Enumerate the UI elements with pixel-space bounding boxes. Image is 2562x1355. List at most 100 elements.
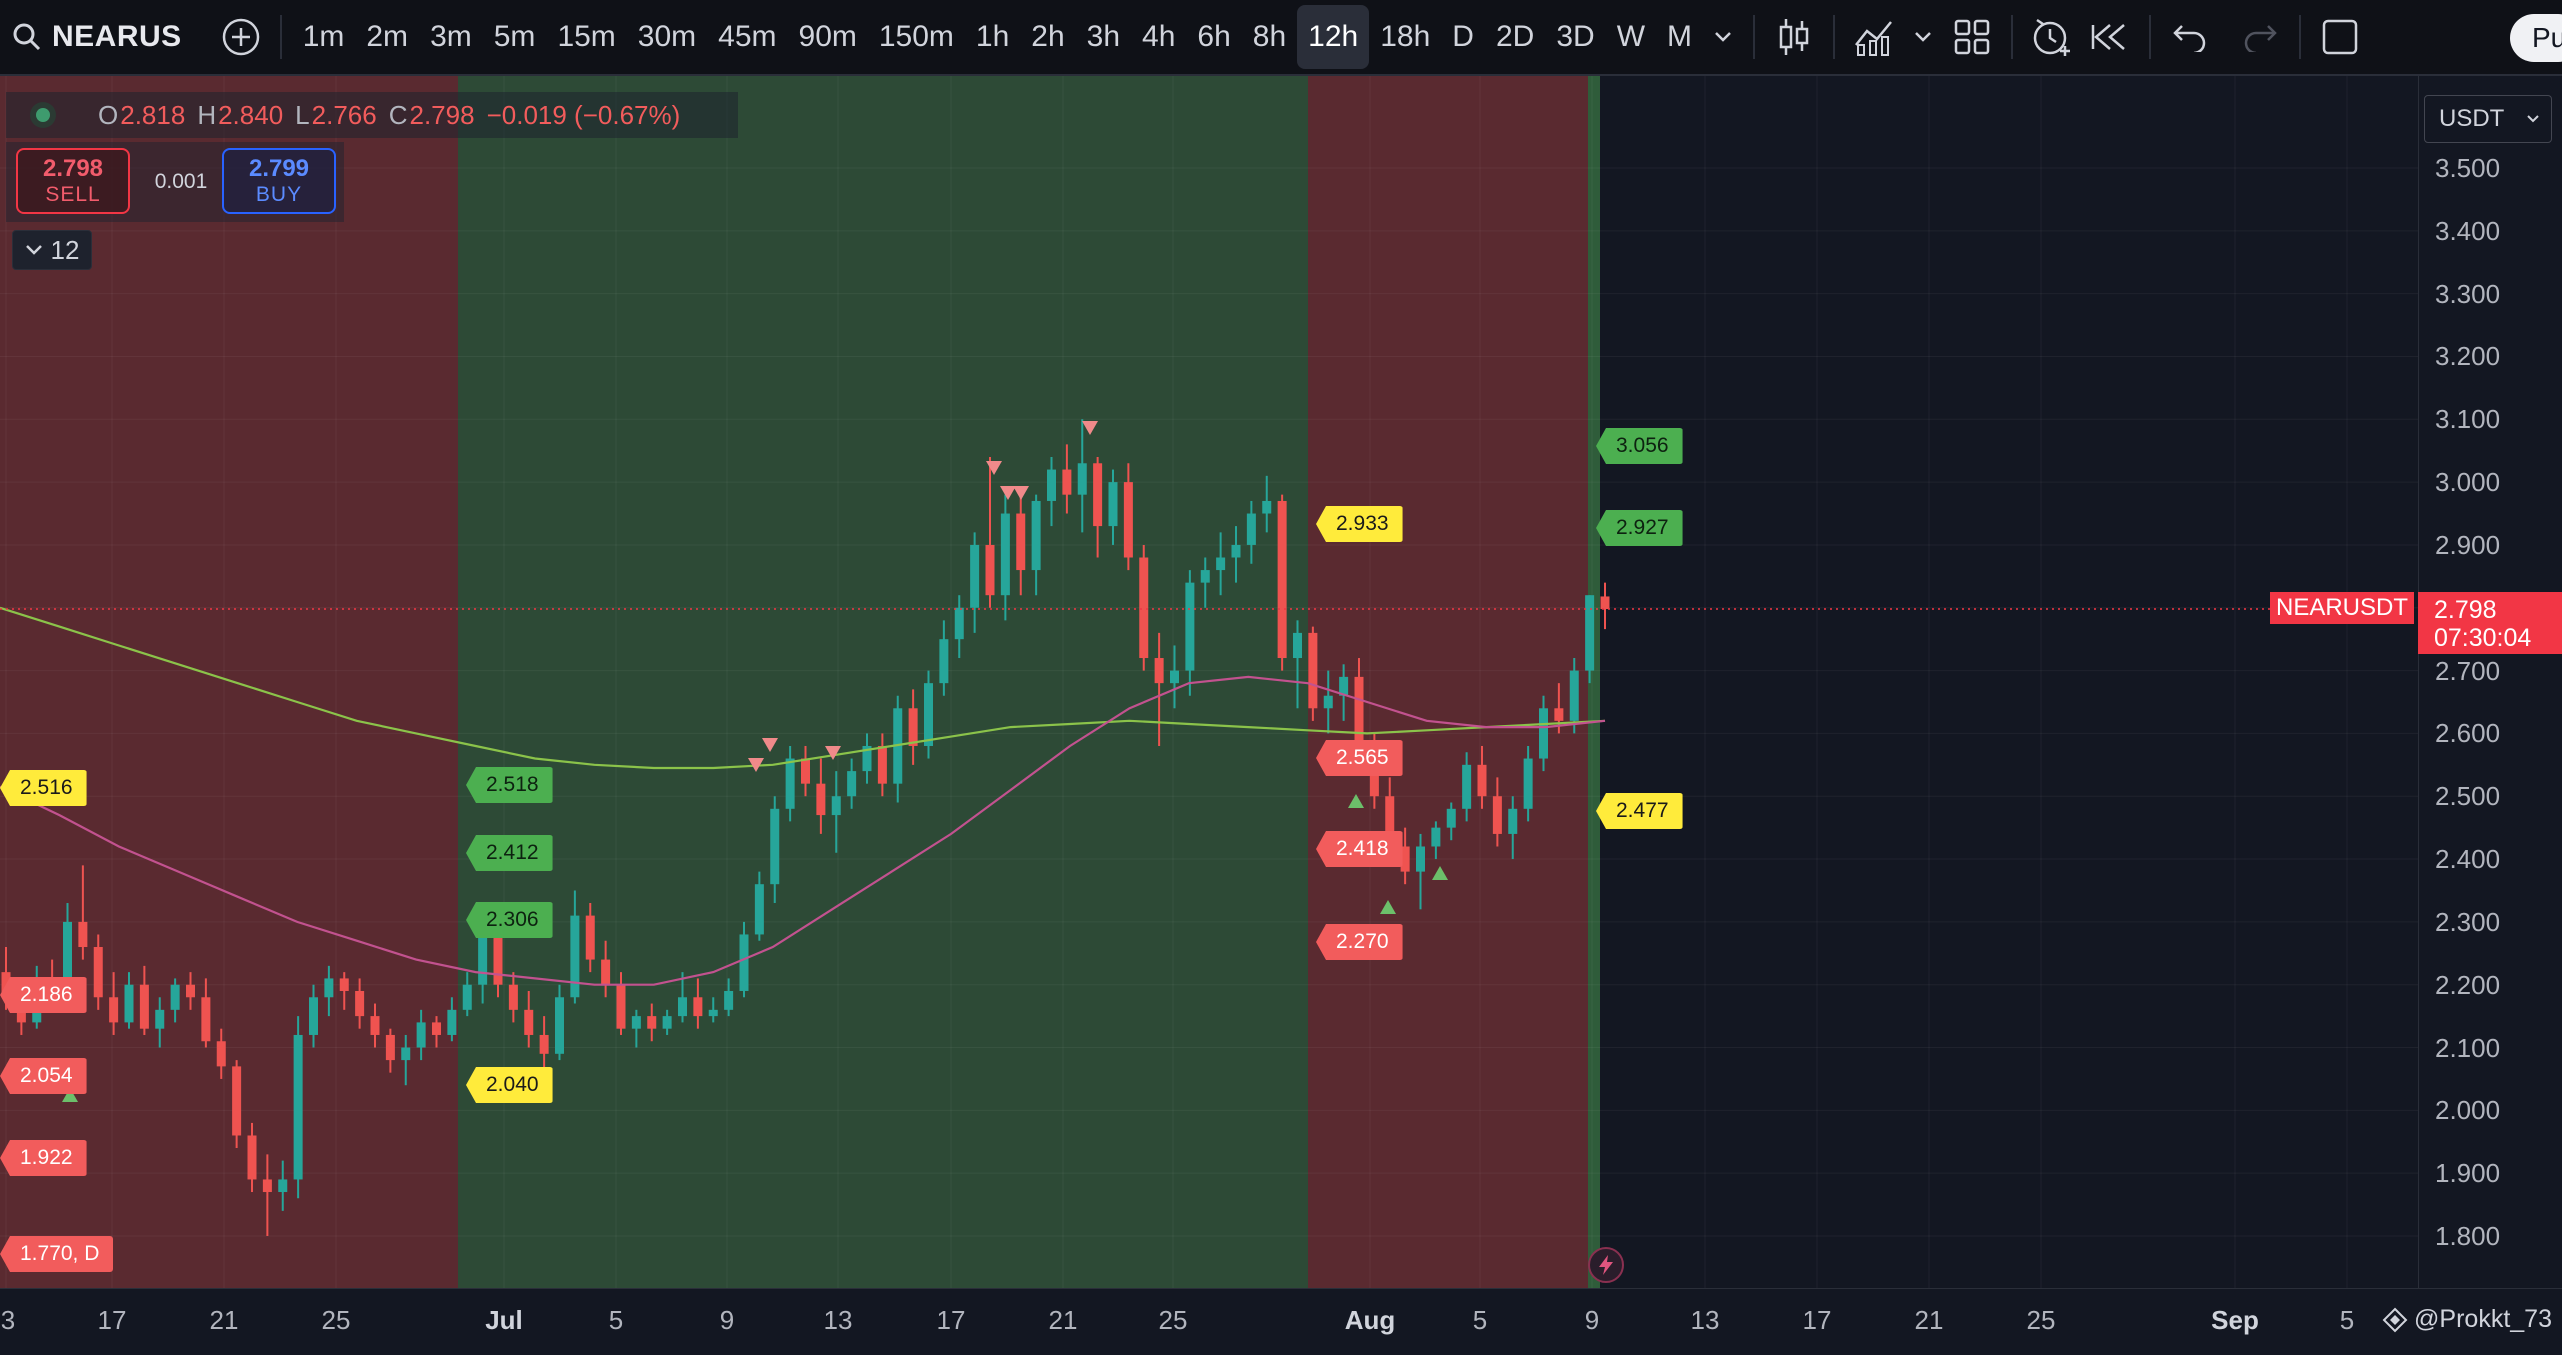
fullscreen-icon[interactable] bbox=[2321, 18, 2359, 56]
replay-button[interactable] bbox=[2081, 5, 2139, 69]
time-axis[interactable]: @Prokkt_73 3 17 21 25 Jul 5 9 13 17 21 25 Aug 5 9 13 17… bbox=[0, 1288, 2562, 1355]
sell-signal-marker bbox=[748, 758, 764, 772]
timeframe-2d[interactable]: 2D bbox=[1495, 20, 1535, 53]
timeframe-4h[interactable]: 4h bbox=[1142, 20, 1176, 53]
candle-body bbox=[601, 959, 611, 985]
layout-grid-icon[interactable] bbox=[1953, 18, 1991, 56]
bar-countdown: 07:30:04 bbox=[2434, 624, 2532, 652]
candle-body bbox=[1600, 596, 1610, 610]
indicators-dropdown[interactable] bbox=[1903, 5, 1943, 69]
timeframe-45m[interactable]: 45m bbox=[718, 20, 777, 53]
redo-icon[interactable] bbox=[2242, 22, 2278, 52]
timeframe-1h[interactable]: 1h bbox=[975, 20, 1010, 53]
candle-style-icon[interactable] bbox=[1777, 17, 1811, 57]
candle-body bbox=[1569, 670, 1579, 721]
timeframe-d[interactable]: D bbox=[1452, 20, 1474, 53]
timeframe-3h[interactable]: 3h bbox=[1086, 20, 1121, 53]
undo-icon[interactable] bbox=[2172, 22, 2208, 52]
toolbar-separator bbox=[1753, 15, 1756, 59]
legend-high-label: H bbox=[197, 99, 217, 130]
time-tick-label: 25 bbox=[1158, 1305, 1188, 1335]
candle-body bbox=[1170, 670, 1179, 684]
price-tick-label: 2.000 bbox=[2435, 1095, 2501, 1126]
indicators-chevron-icon[interactable] bbox=[1913, 30, 1933, 44]
layout-button[interactable] bbox=[1943, 5, 2001, 69]
sell-button[interactable]: 2.798 SELL bbox=[16, 148, 130, 214]
fullscreen-button[interactable] bbox=[2311, 5, 2369, 69]
search-icon[interactable] bbox=[12, 22, 42, 52]
level-label-red: 2.418 bbox=[1316, 831, 1403, 867]
timeframe-5m[interactable]: 5m bbox=[493, 20, 536, 53]
timeframe-3d[interactable]: 3D bbox=[1556, 20, 1595, 53]
candle-body bbox=[1047, 469, 1056, 501]
toolbar-separator bbox=[2011, 15, 2014, 59]
timeframe-12h[interactable]: 12h bbox=[1297, 5, 1370, 69]
candle-body bbox=[170, 984, 180, 1010]
symbol-name[interactable]: NEARUS bbox=[52, 20, 182, 53]
lightning-icon bbox=[1599, 1255, 1613, 1275]
candle-body bbox=[447, 1009, 457, 1035]
add-symbol-icon[interactable] bbox=[221, 17, 261, 57]
candle-body bbox=[555, 997, 564, 1054]
time-tick-label: 3 bbox=[0, 1305, 16, 1335]
symbol-search[interactable]: NEARUS bbox=[0, 0, 182, 75]
candle-body bbox=[508, 984, 518, 1010]
chart-style-button[interactable] bbox=[1765, 5, 1823, 69]
time-tick-label: 21 bbox=[1914, 1305, 1944, 1335]
timeframe-150m[interactable]: 150m bbox=[878, 20, 954, 53]
level-label-red: 2.270 bbox=[1316, 924, 1403, 960]
price-axis[interactable]: 3.5003.4003.3003.2003.1003.0002.9002.800… bbox=[2418, 76, 2562, 1288]
indicators-icon[interactable] bbox=[1853, 17, 1895, 57]
price-tick-label: 2.300 bbox=[2435, 906, 2501, 937]
timeframe-8h[interactable]: 8h bbox=[1252, 20, 1287, 53]
timeframe-m[interactable]: M bbox=[1667, 20, 1693, 53]
candle-body bbox=[1185, 582, 1195, 671]
timeframe-chevron-icon[interactable] bbox=[1713, 30, 1733, 44]
candle-body bbox=[1108, 482, 1118, 527]
spread-value: 0.001 bbox=[154, 170, 208, 193]
ohlc-legend: O 2.818 H 2.840 L 2.766 C 2.798 −0.019 (−0.6… bbox=[6, 92, 738, 138]
alert-button[interactable] bbox=[2023, 5, 2081, 69]
level-label-red: 2.186 bbox=[0, 977, 87, 1013]
timeframe-6h[interactable]: 6h bbox=[1197, 20, 1231, 53]
timeframe-30m[interactable]: 30m bbox=[637, 20, 697, 53]
replay-icon[interactable] bbox=[2090, 21, 2130, 53]
currency-label: USDT bbox=[2439, 105, 2505, 132]
legend-low: 2.766 bbox=[311, 99, 377, 130]
timeframe-15m[interactable]: 15m bbox=[557, 20, 616, 53]
legend-close: 2.798 bbox=[409, 99, 475, 130]
level-label-green: 2.306 bbox=[466, 902, 553, 938]
time-tick-label: 5 bbox=[2339, 1305, 2355, 1335]
price-chart[interactable] bbox=[0, 76, 2418, 1288]
timeframe-1m[interactable]: 1m bbox=[302, 20, 345, 53]
timeframe-18h[interactable]: 18h bbox=[1380, 20, 1431, 53]
candle-body bbox=[1308, 632, 1318, 709]
toolbar-separator bbox=[2299, 15, 2302, 59]
buy-button[interactable]: 2.799 BUY bbox=[222, 148, 336, 214]
timeframe-dropdown[interactable] bbox=[1703, 5, 1743, 69]
watermark-text: @Prokkt_73 bbox=[2414, 1305, 2552, 1333]
candle-body bbox=[847, 771, 857, 797]
redo-button[interactable] bbox=[2231, 5, 2289, 69]
undo-button[interactable] bbox=[2161, 5, 2219, 69]
candle-body bbox=[385, 1034, 395, 1061]
grid-lines bbox=[0, 76, 2418, 1288]
candle-body bbox=[478, 921, 488, 985]
flash-button[interactable] bbox=[1588, 1247, 1624, 1283]
candle-body bbox=[1062, 469, 1072, 495]
candle-body bbox=[678, 997, 687, 1017]
indicators-collapse-button[interactable]: 12 bbox=[12, 230, 92, 270]
level-label-red: 1.770, D bbox=[0, 1236, 114, 1272]
timeframe-2m[interactable]: 2m bbox=[366, 20, 409, 53]
alert-clock-icon[interactable] bbox=[2031, 16, 2073, 58]
timeframe-3m[interactable]: 3m bbox=[430, 20, 472, 53]
currency-selector[interactable]: USDT bbox=[2424, 95, 2552, 143]
timeframe-w[interactable]: W bbox=[1616, 20, 1646, 53]
publish-button[interactable]: Pu bbox=[2510, 14, 2562, 62]
candle-body bbox=[262, 1179, 272, 1193]
indicators-button[interactable] bbox=[1845, 5, 1903, 69]
timeframe-2h[interactable]: 2h bbox=[1031, 20, 1065, 53]
timeframe-90m[interactable]: 90m bbox=[798, 20, 857, 53]
visibility-eye-icon[interactable] bbox=[30, 102, 56, 128]
add-symbol-button[interactable] bbox=[212, 5, 270, 69]
